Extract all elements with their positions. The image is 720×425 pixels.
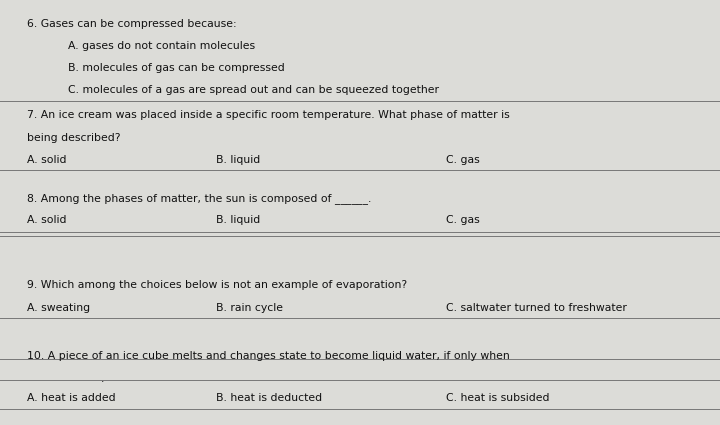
Text: C. molecules of a gas are spread out and can be squeezed together: C. molecules of a gas are spread out and… — [68, 85, 439, 96]
Text: B. heat is deducted: B. heat is deducted — [216, 393, 322, 402]
Text: B. liquid: B. liquid — [216, 155, 260, 165]
Text: A. solid: A. solid — [27, 155, 67, 165]
Text: 7. An ice cream was placed inside a specific room temperature. What phase of mat: 7. An ice cream was placed inside a spec… — [27, 110, 510, 121]
Text: .: . — [101, 374, 104, 384]
Text: 10. A piece of an ice cube melts and changes state to become liquid water, if on: 10. A piece of an ice cube melts and cha… — [27, 351, 510, 361]
Text: A. solid: A. solid — [27, 215, 67, 226]
Text: 8. Among the phases of matter, the sun is composed of ______.: 8. Among the phases of matter, the sun i… — [27, 193, 372, 204]
Text: C. heat is subsided: C. heat is subsided — [446, 393, 550, 402]
Text: B. liquid: B. liquid — [216, 215, 260, 226]
Text: 9. Which among the choices below is not an example of evaporation?: 9. Which among the choices below is not … — [27, 280, 408, 291]
Text: being described?: being described? — [27, 133, 121, 143]
Text: C. saltwater turned to freshwater: C. saltwater turned to freshwater — [446, 303, 627, 313]
Text: A. gases do not contain molecules: A. gases do not contain molecules — [68, 41, 256, 51]
Text: B. rain cycle: B. rain cycle — [216, 303, 283, 313]
Text: B. molecules of gas can be compressed: B. molecules of gas can be compressed — [68, 63, 285, 74]
Text: C. gas: C. gas — [446, 215, 480, 226]
Text: C. gas: C. gas — [446, 155, 480, 165]
Text: A. sweating: A. sweating — [27, 303, 91, 313]
Text: A. heat is added: A. heat is added — [27, 393, 116, 402]
Text: 6. Gases can be compressed because:: 6. Gases can be compressed because: — [27, 19, 237, 29]
